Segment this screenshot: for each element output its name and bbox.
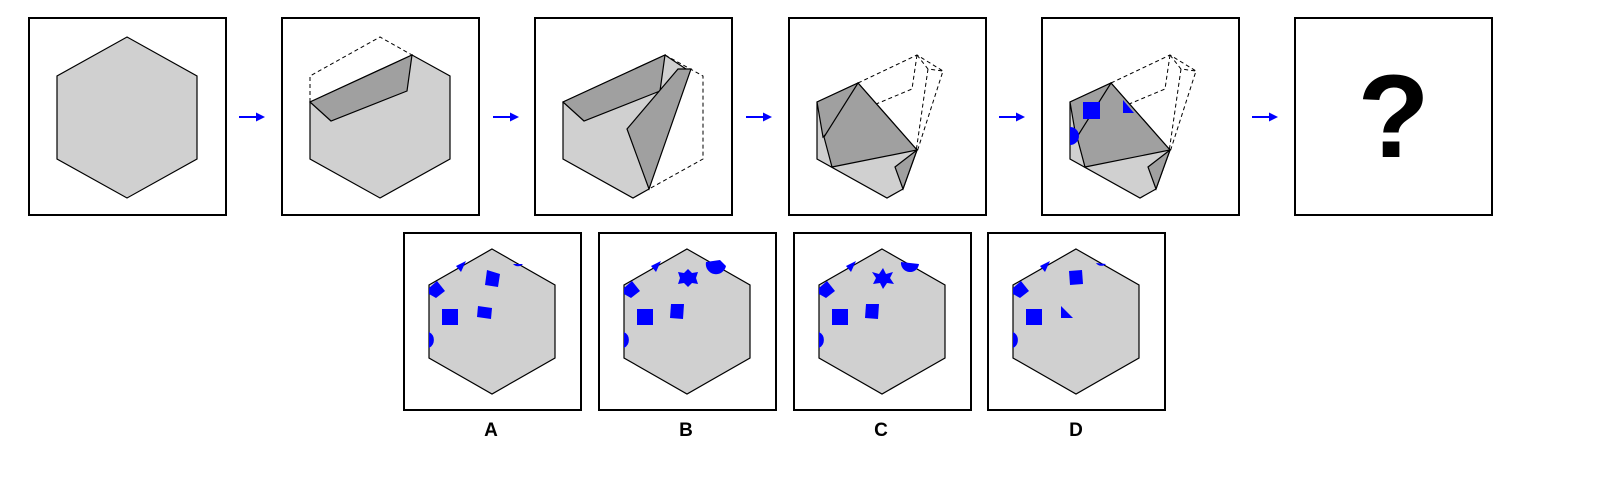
blue-cutout-marks bbox=[429, 261, 523, 348]
blue-cutout-mark bbox=[513, 264, 523, 267]
blue-cutout-mark bbox=[624, 281, 640, 298]
fold-flap bbox=[308, 53, 413, 122]
blue-cutout-mark bbox=[900, 262, 919, 273]
option-a-figure bbox=[428, 248, 556, 395]
blue-cutout-mark bbox=[485, 270, 500, 287]
step-1-figure bbox=[56, 36, 198, 199]
blue-cutout-mark bbox=[477, 306, 492, 319]
fold-flap bbox=[1147, 148, 1172, 191]
blue-cutout-mark bbox=[1123, 100, 1134, 113]
blue-cutout-mark bbox=[442, 309, 458, 325]
blue-cutout-mark bbox=[1070, 127, 1079, 145]
blue-cutout-mark bbox=[429, 332, 434, 348]
blue-cutout-mark bbox=[865, 304, 879, 319]
hexagon-paper bbox=[1012, 248, 1140, 395]
question-mark: ? bbox=[1357, 50, 1430, 183]
blue-cutout-mark bbox=[670, 304, 684, 319]
blue-cutout-mark bbox=[637, 309, 653, 325]
blue-cutout-mark bbox=[1096, 263, 1106, 266]
option-b-figure bbox=[623, 248, 751, 395]
blue-cutout-mark bbox=[1061, 306, 1073, 318]
blue-cutout-mark bbox=[846, 261, 856, 272]
blue-cutout-mark bbox=[832, 309, 848, 325]
option-c-label[interactable]: C bbox=[874, 420, 888, 441]
step-2-panel bbox=[281, 17, 480, 216]
blue-cutout-mark bbox=[1013, 332, 1018, 348]
step-2-figure bbox=[308, 36, 451, 199]
blue-cutout-mark bbox=[705, 260, 726, 275]
option-d-figure bbox=[1012, 248, 1140, 395]
arrow-right-icon bbox=[239, 112, 265, 122]
fold-flap bbox=[894, 148, 919, 191]
blue-cutout-mark bbox=[624, 332, 629, 348]
dashed-fold-outline bbox=[857, 54, 944, 153]
step-4-figure bbox=[816, 54, 944, 199]
option-d-label[interactable]: D bbox=[1069, 420, 1083, 441]
blue-cutout-mark bbox=[1026, 309, 1042, 325]
hexagon-paper bbox=[428, 248, 556, 395]
hexagon-paper bbox=[623, 248, 751, 395]
blue-cutout-mark bbox=[1040, 261, 1050, 272]
option-c-panel[interactable] bbox=[793, 232, 972, 411]
option-a-label[interactable]: A bbox=[484, 420, 498, 441]
hexagon-paper bbox=[818, 248, 946, 395]
blue-cutout-mark bbox=[1069, 270, 1083, 285]
answer-panel: ? bbox=[1294, 17, 1493, 216]
blue-cutout-mark bbox=[651, 261, 661, 272]
step-5-panel bbox=[1041, 17, 1240, 216]
blue-cutout-mark bbox=[1083, 102, 1100, 119]
option-a-panel[interactable] bbox=[403, 232, 582, 411]
blue-cutout-marks bbox=[819, 261, 919, 348]
step-1-panel bbox=[28, 17, 227, 216]
step-4-panel bbox=[788, 17, 987, 216]
option-d-panel[interactable] bbox=[987, 232, 1166, 411]
hexagon-paper bbox=[56, 36, 198, 199]
blue-cutout-mark bbox=[872, 268, 894, 289]
step-3-panel bbox=[534, 17, 733, 216]
step-5-figure bbox=[1069, 54, 1197, 199]
dashed-fold-outline bbox=[309, 36, 413, 102]
option-c-figure bbox=[818, 248, 946, 395]
blue-cutout-mark bbox=[1013, 281, 1029, 298]
arrow-right-icon bbox=[493, 112, 519, 122]
blue-cutout-marks bbox=[624, 260, 726, 348]
step-3-figure bbox=[561, 53, 704, 199]
dashed-fold-outline bbox=[1110, 54, 1197, 153]
blue-cutout-mark bbox=[678, 269, 698, 287]
blue-cutout-mark bbox=[456, 261, 466, 272]
blue-cutout-mark bbox=[819, 281, 835, 298]
option-b-label[interactable]: B bbox=[679, 420, 693, 441]
fold-flap bbox=[823, 82, 919, 168]
option-b-panel[interactable] bbox=[598, 232, 777, 411]
arrow-right-icon bbox=[1252, 112, 1278, 122]
arrow-right-icon bbox=[746, 112, 772, 122]
blue-cutout-mark bbox=[819, 332, 824, 348]
dashed-fold-outline bbox=[648, 54, 704, 190]
blue-cutout-mark bbox=[429, 281, 445, 298]
fold-flap bbox=[626, 68, 692, 191]
blue-cutout-marks bbox=[1013, 261, 1106, 348]
arrow-right-icon bbox=[999, 112, 1025, 122]
